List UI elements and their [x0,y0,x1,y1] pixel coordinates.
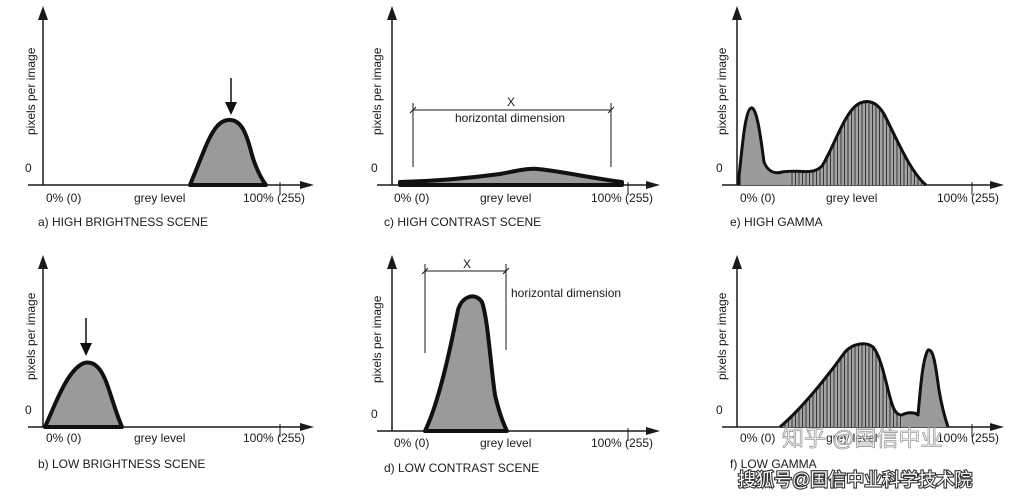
x-end-label: 100% (255) [937,431,999,445]
x-start-label: 0% (0) [740,431,775,445]
panel-caption: b) LOW BRIGHTNESS SCENE [38,457,205,471]
x-axis-arrow [646,181,660,189]
x-axis-label: grey level [134,191,185,205]
x-end-label: 100% (255) [243,191,305,205]
x-end-label: 100% (255) [937,191,999,205]
x-axis-label: grey level [826,191,877,205]
y-zero-label: 0 [371,161,378,175]
y-axis-label: pixels per image [715,47,729,135]
panel-caption: a) HIGH BRIGHTNESS SCENE [38,215,208,229]
x-axis-arrow [990,423,1004,431]
y-axis-arrow [387,6,397,20]
histogram-curve [779,342,950,429]
x-end-label: 100% (255) [591,191,653,205]
dimension-letter: X [463,257,471,271]
panel-f: pixels per image 0 0% (0) grey level 100… [715,255,1004,471]
peak-arrowhead [225,102,237,115]
dimension-letter: X [507,95,515,109]
y-zero-label: 0 [25,403,32,417]
x-axis-arrow [300,423,314,431]
panel-caption: d) LOW CONTRAST SCENE [384,461,539,475]
y-axis-arrow [387,255,397,269]
dimension-cap-right [502,267,510,275]
dimension-cap-right [607,106,615,114]
panel-caption: e) HIGH GAMMA [730,215,823,229]
y-axis-arrow [38,255,48,269]
panel-b: pixels per image 0 0% (0) grey level 100… [24,255,314,471]
x-start-label: 0% (0) [394,191,429,205]
panel-d: X horizontal dimension pixels per image … [370,255,660,475]
bright-peak-area [902,349,948,427]
watermark-top: 知乎 @国信中业 [782,426,942,451]
x-axis-label: grey level [480,436,531,450]
histogram-curve [423,294,509,433]
panel-a: pixels per image 0 0% (0) grey level 100… [24,6,314,229]
x-axis-arrow [300,181,314,189]
panel-c: X horizontal dimension pixels per image … [370,6,660,229]
x-start-label: 0% (0) [740,191,775,205]
peak-arrowhead [80,343,92,356]
dark-peak-area [739,107,790,185]
panel-caption: f) LOW GAMMA [730,457,817,471]
x-end-label: 100% (255) [591,436,653,450]
x-axis-label: grey level [134,431,185,445]
y-axis-label: pixels per image [370,295,384,383]
dimension-label: horizontal dimension [455,111,565,125]
y-axis-arrow [732,255,742,269]
panel-e: pixels per image 0 0% (0) grey level 100… [715,6,1004,229]
histogram-curve [398,166,624,187]
x-start-label: 0% (0) [46,191,81,205]
histogram-curve [737,100,927,187]
y-zero-label: 0 [716,403,723,417]
x-start-label: 0% (0) [394,436,429,450]
dimension-cap-left [409,106,417,114]
panel-caption: c) HIGH CONTRAST SCENE [384,215,541,229]
histogram-curve [43,360,124,429]
x-end-label: 100% (255) [243,431,305,445]
x-start-label: 0% (0) [46,431,81,445]
y-zero-label: 0 [371,407,378,421]
histogram-curve [188,117,268,187]
x-axis-arrow [646,427,660,435]
y-axis-label: pixels per image [715,292,729,380]
x-axis-label: grey level [480,191,531,205]
x-axis-arrow [990,181,1004,189]
y-zero-label: 0 [716,161,723,175]
y-zero-label: 0 [25,161,32,175]
hatched-peak-area [780,343,902,427]
y-axis-label: pixels per image [370,47,384,135]
dimension-cap-left [421,267,429,275]
dimension-label: horizontal dimension [511,286,621,300]
y-axis-arrow [732,6,742,20]
y-axis-label: pixels per image [24,47,38,135]
x-axis-label: grey level [826,431,877,445]
y-axis-label: pixels per image [24,292,38,380]
watermark-bottom: 搜狐号@国信中业科学技术院 [738,470,972,490]
y-axis-arrow [38,6,48,20]
